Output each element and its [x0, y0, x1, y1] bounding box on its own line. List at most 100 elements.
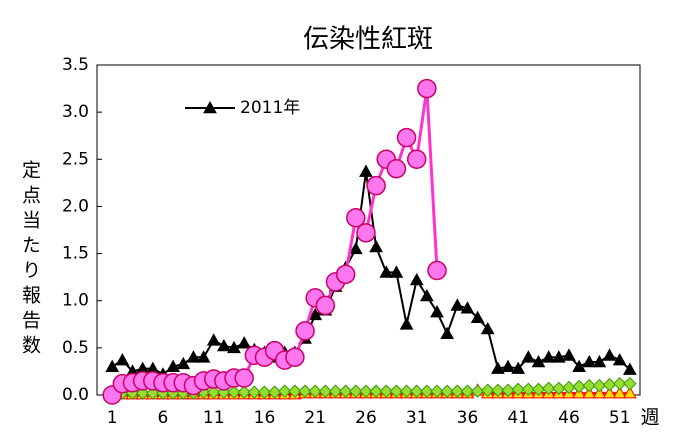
- point: [420, 288, 434, 302]
- point: [166, 359, 180, 373]
- x-tick-label: 31: [406, 408, 428, 428]
- x-tick-label: 11: [203, 408, 225, 428]
- point: [511, 361, 526, 374]
- point: [612, 386, 627, 399]
- point: [315, 295, 336, 316]
- point: [389, 384, 404, 398]
- point: [359, 384, 373, 398]
- point: [562, 348, 576, 361]
- point: [349, 384, 363, 398]
- point: [227, 385, 241, 399]
- point: [308, 384, 322, 398]
- chart-title: 伝染性紅斑: [303, 25, 433, 55]
- x-tick-label: 36: [457, 408, 479, 428]
- point: [521, 350, 536, 363]
- point: [602, 386, 617, 399]
- point: [572, 359, 586, 373]
- point: [430, 384, 444, 398]
- point: [417, 78, 437, 99]
- x-tick-label: 16: [254, 408, 276, 428]
- point: [612, 353, 627, 366]
- point: [115, 353, 130, 366]
- point: [295, 321, 315, 341]
- point: [440, 384, 454, 398]
- point: [386, 158, 407, 179]
- point: [430, 304, 444, 318]
- y-tick-label: 3.0: [62, 102, 89, 122]
- point: [552, 381, 566, 396]
- point: [572, 379, 586, 394]
- point: [562, 380, 576, 395]
- point: [470, 384, 485, 398]
- point: [379, 265, 394, 278]
- point: [582, 378, 596, 393]
- point: [541, 350, 556, 363]
- point: [481, 383, 495, 397]
- x-tick-label: 26: [355, 408, 377, 428]
- point: [582, 386, 597, 399]
- y-tick-label: 1.0: [62, 291, 89, 311]
- y-tick-label: 3.5: [62, 55, 89, 75]
- point: [399, 384, 414, 398]
- x-tick-label: 51: [609, 408, 631, 428]
- y-tick-label: 2.0: [62, 196, 89, 216]
- point: [227, 340, 241, 354]
- point: [440, 326, 455, 340]
- point: [470, 310, 485, 323]
- x-tick-label: 46: [558, 408, 580, 428]
- point: [420, 384, 434, 398]
- point: [623, 362, 637, 375]
- point: [288, 384, 302, 398]
- point: [460, 301, 475, 314]
- point: [396, 127, 417, 148]
- x-tick-label: 21: [304, 408, 326, 428]
- point: [409, 272, 424, 286]
- point: [278, 384, 292, 398]
- point: [196, 350, 211, 363]
- point: [298, 384, 312, 398]
- point: [234, 368, 254, 388]
- point: [460, 384, 475, 398]
- legend-marker: [203, 100, 217, 114]
- x-tick-label: 6: [158, 408, 169, 428]
- point: [379, 384, 393, 398]
- y-tick-label: 1.5: [62, 244, 89, 264]
- point: [501, 383, 515, 397]
- point: [335, 264, 356, 285]
- point: [207, 385, 221, 399]
- point: [592, 354, 607, 368]
- y-tick-label: 0.0: [62, 385, 89, 405]
- point: [105, 359, 120, 373]
- point: [623, 376, 637, 391]
- x-axis-label: 週: [640, 407, 659, 429]
- point: [389, 265, 404, 278]
- point: [551, 350, 566, 363]
- point: [257, 385, 272, 399]
- point: [186, 350, 201, 363]
- point: [427, 260, 447, 281]
- point: [480, 321, 495, 335]
- point: [328, 384, 343, 398]
- point: [206, 333, 221, 346]
- point: [612, 376, 627, 391]
- point: [366, 175, 386, 196]
- point: [531, 382, 546, 397]
- point: [176, 356, 191, 370]
- point: [217, 338, 231, 352]
- x-tick-label: 1: [107, 408, 118, 428]
- point: [410, 384, 424, 398]
- y-tick-label: 2.5: [62, 149, 89, 169]
- point: [318, 384, 333, 398]
- point: [356, 223, 376, 243]
- point: [592, 378, 607, 393]
- point: [247, 385, 262, 399]
- point: [582, 354, 597, 368]
- point: [237, 336, 252, 349]
- point: [602, 348, 617, 361]
- point: [491, 361, 505, 374]
- point: [285, 347, 305, 368]
- point: [369, 384, 383, 398]
- y-axis-label: 定点当たり報告数: [19, 160, 41, 360]
- point: [406, 149, 427, 170]
